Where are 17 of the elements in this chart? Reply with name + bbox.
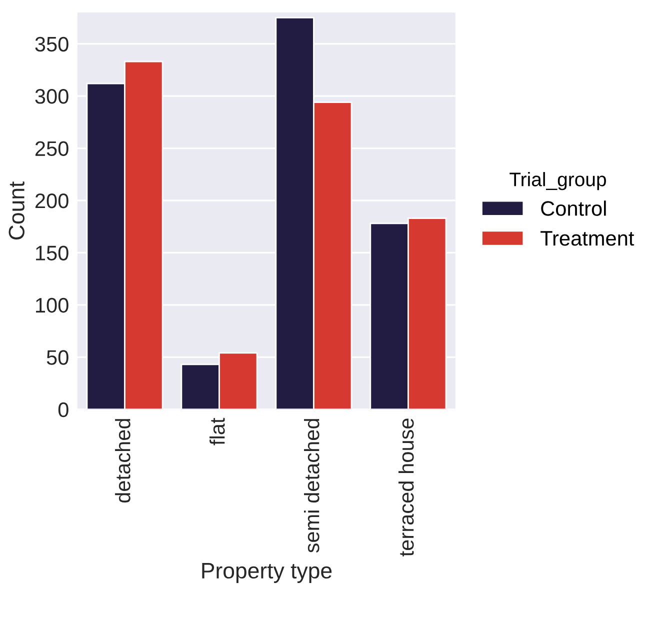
x-tick-label: detached bbox=[115, 419, 130, 503]
legend-label: Treatment bbox=[540, 231, 634, 246]
y-axis-title: Count bbox=[8, 181, 24, 240]
legend-title: Trial_group bbox=[510, 172, 606, 190]
y-tick-label: 200 bbox=[35, 193, 68, 208]
y-tick-label: 100 bbox=[36, 298, 68, 313]
x-tick-label: semi detached bbox=[304, 419, 320, 553]
y-tick-label: 150 bbox=[36, 246, 68, 260]
y-tick-label: 50 bbox=[46, 350, 68, 365]
legend-label: Control bbox=[541, 200, 606, 216]
y-tick-label: 250 bbox=[35, 141, 68, 156]
x-axis-title: Property type bbox=[202, 563, 332, 583]
y-tick-label: 0 bbox=[58, 402, 68, 418]
x-tick-label: flat bbox=[210, 418, 225, 446]
y-tick-label: 300 bbox=[35, 89, 68, 104]
y-tick-label: 350 bbox=[35, 36, 68, 52]
x-tick-label: terraced house bbox=[398, 418, 414, 556]
